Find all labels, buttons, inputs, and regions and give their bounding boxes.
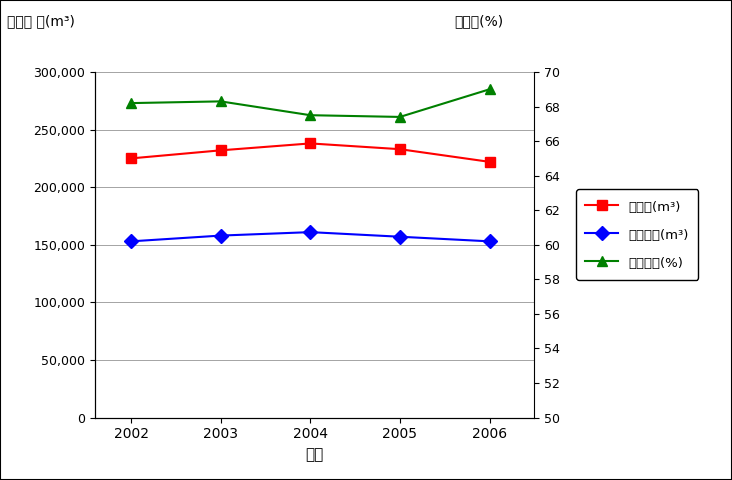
재활용률(%) <box>127 100 135 106</box>
발생량(m³) <box>216 147 225 153</box>
Text: 백분율(%): 백분율(%) <box>454 14 503 28</box>
재활용량(m³) <box>485 239 494 244</box>
Line: 발생량(m³): 발생량(m³) <box>126 139 494 167</box>
X-axis label: 년도: 년도 <box>306 447 324 462</box>
재활용률(%) <box>395 114 404 120</box>
Line: 재활용량(m³): 재활용량(m³) <box>126 227 494 246</box>
발생량(m³) <box>306 141 315 146</box>
재활용량(m³) <box>216 233 225 239</box>
발생량(m³) <box>395 146 404 152</box>
재활용량(m³) <box>127 239 135 244</box>
재활용량(m³) <box>306 229 315 235</box>
Legend: 발생량(m³), 재활용량(m³), 재활용률(%): 발생량(m³), 재활용량(m³), 재활용률(%) <box>576 189 698 280</box>
재활용률(%) <box>216 98 225 104</box>
Text: 폐유의 양(m³): 폐유의 양(m³) <box>7 14 75 28</box>
발생량(m³) <box>485 159 494 165</box>
재활용률(%) <box>306 112 315 118</box>
재활용률(%) <box>485 86 494 92</box>
Line: 재활용률(%): 재활용률(%) <box>126 84 494 122</box>
재활용량(m³) <box>395 234 404 240</box>
발생량(m³) <box>127 156 135 161</box>
